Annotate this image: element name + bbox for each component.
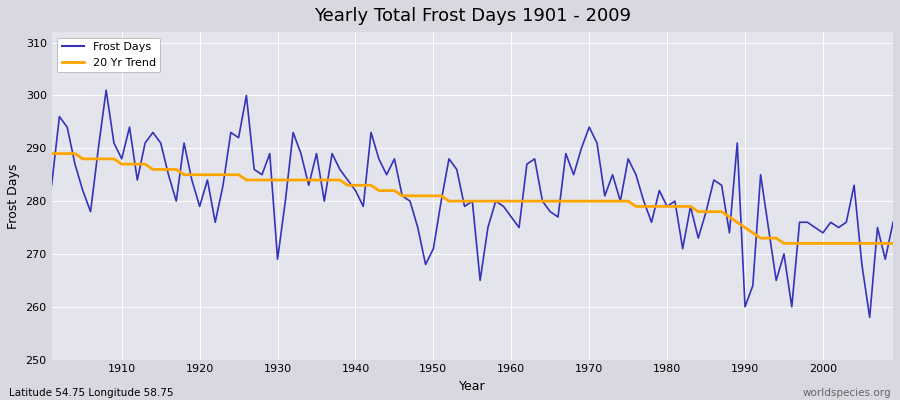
Y-axis label: Frost Days: Frost Days bbox=[7, 163, 20, 228]
Legend: Frost Days, 20 Yr Trend: Frost Days, 20 Yr Trend bbox=[58, 38, 160, 72]
Text: worldspecies.org: worldspecies.org bbox=[803, 388, 891, 398]
Text: Latitude 54.75 Longitude 58.75: Latitude 54.75 Longitude 58.75 bbox=[9, 388, 174, 398]
X-axis label: Year: Year bbox=[459, 380, 486, 393]
Title: Yearly Total Frost Days 1901 - 2009: Yearly Total Frost Days 1901 - 2009 bbox=[314, 7, 631, 25]
